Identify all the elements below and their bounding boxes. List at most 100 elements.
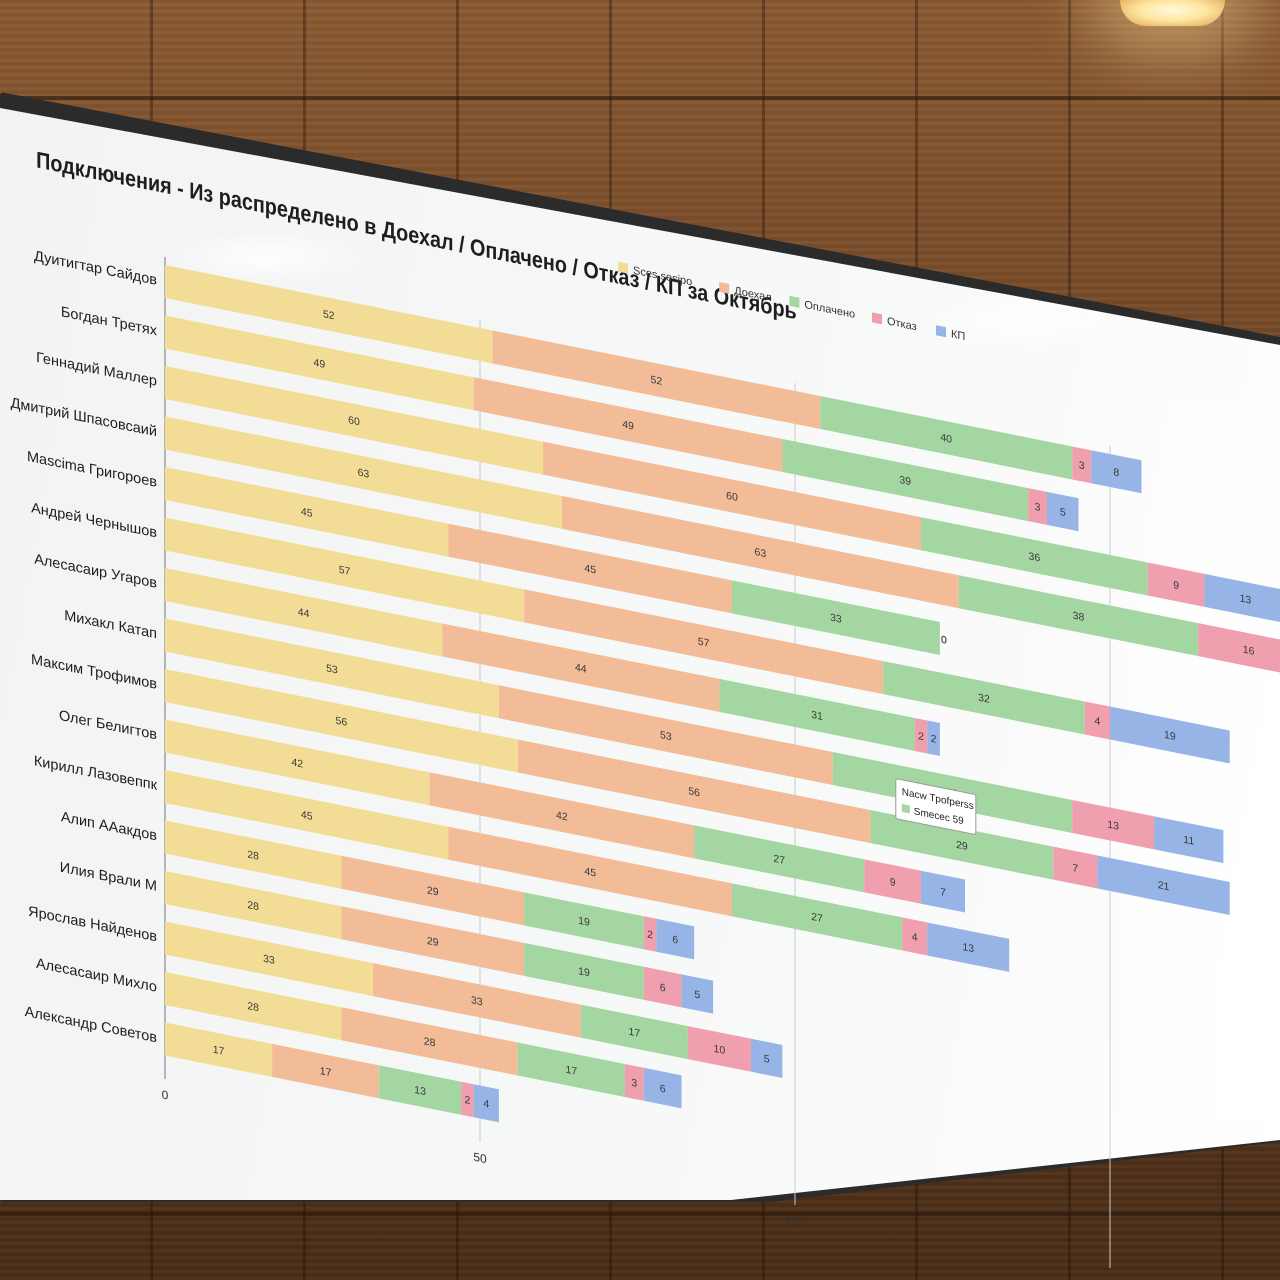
bar-value-label: 11 [1183, 834, 1194, 848]
bar-value-label: 49 [622, 419, 634, 433]
bar-segment [782, 438, 1029, 522]
bar-segment [927, 922, 1010, 972]
bar-segment [902, 917, 928, 956]
bar-value-label: 17 [629, 1026, 641, 1040]
chart-x-ticks: 0 50 100 150 [162, 1087, 1121, 1280]
legend-swatch [936, 325, 946, 338]
bar-value-label: 36 [1029, 550, 1041, 564]
bar-segment [517, 1042, 625, 1097]
bar-value-label: 33 [830, 612, 842, 626]
chart-category-labels: Дуитигтар Сайдов Богдан Третях Геннадий Ма… [11, 248, 158, 1046]
bar-value-label: 29 [427, 884, 439, 898]
bar-value-label: 3 [1035, 501, 1041, 514]
bar-segment [643, 966, 682, 1008]
bar-segment [927, 720, 940, 756]
bar-segment [165, 366, 543, 475]
bar-segment [473, 1084, 499, 1123]
bar-segment [473, 377, 783, 472]
bar-value-label: 52 [323, 308, 335, 322]
bar-value-label: 42 [291, 756, 303, 770]
category-label: Кирилл Лазовеппк [34, 753, 158, 794]
bar-value-label: 44 [575, 662, 587, 676]
bar-value-label: 33 [471, 994, 483, 1008]
category-label: Олег Белигтов [59, 708, 157, 743]
bar-value-label: 39 [899, 474, 911, 488]
wood-seam-bottom [0, 1212, 1280, 1216]
bar-value-label: 29 [427, 935, 439, 949]
bar-value-label: 29 [956, 839, 968, 853]
bar-segment [492, 330, 821, 430]
tooltip-swatch [901, 803, 910, 814]
bar-segment [165, 568, 443, 657]
bar-segment [1047, 491, 1079, 532]
bar-value-label: 0 [941, 634, 947, 647]
bar-segment [643, 1067, 682, 1109]
category-label: Максим Трофимов [31, 652, 157, 693]
bar-value-label: 4 [1094, 715, 1100, 728]
bar-segment [1198, 623, 1280, 677]
bar-segment [429, 772, 695, 859]
bar-value-label: 3 [631, 1077, 637, 1090]
bar-segment [687, 1026, 751, 1072]
category-label: Илия Врали М [60, 860, 157, 895]
category-label: Дмитрий Шпасовсаий [11, 395, 157, 440]
bar-value-label: 45 [584, 865, 596, 879]
bar-value-label: 28 [247, 1000, 259, 1014]
legend-label: Отказ [887, 315, 917, 333]
bar-segment [165, 618, 499, 719]
bar-value-label: 6 [672, 934, 678, 947]
bar-value-label: 4 [912, 931, 918, 944]
bar-value-label: 33 [263, 953, 275, 967]
bar-value-label: 2 [931, 733, 937, 746]
bar-segment [656, 918, 695, 960]
x-tick-label: 50 [473, 1150, 487, 1167]
bar-value-label: 19 [1164, 729, 1176, 743]
bar-segment [1072, 446, 1092, 484]
bar-segment [681, 974, 714, 1014]
bar-value-label: 5 [1060, 506, 1066, 519]
bar-segment [624, 1063, 644, 1101]
bar-segment [732, 580, 940, 655]
window-reflection [1080, 400, 1280, 1120]
x-tick-label: 150 [1100, 1275, 1120, 1280]
bar-segment [719, 678, 915, 751]
bar-value-label: 17 [566, 1064, 578, 1078]
bar-value-label: 49 [314, 357, 326, 371]
bar-value-label: 45 [584, 562, 596, 576]
bar-value-label: 56 [336, 715, 348, 729]
bar-segment [914, 717, 928, 754]
bar-segment [165, 770, 449, 860]
bar-value-label: 9 [1173, 579, 1179, 592]
bar-value-label: 17 [213, 1044, 225, 1058]
bar-segment [1097, 855, 1230, 915]
bar-segment [165, 871, 342, 940]
bar-value-label: 13 [1107, 819, 1119, 833]
bar-value-label: 7 [1072, 862, 1078, 875]
bar-value-label: 10 [714, 1043, 726, 1057]
bar-segment [165, 315, 474, 411]
bar-value-label: 53 [326, 662, 338, 676]
bar-value-label: 31 [811, 709, 823, 723]
ceiling-lamp [1120, 0, 1225, 26]
bar-value-label: 21 [1158, 879, 1170, 893]
bar-value-label: 32 [978, 692, 990, 706]
category-label: Алесасаир Уrаров [34, 551, 157, 591]
bar-segment [1147, 562, 1205, 607]
bar-value-label: 60 [726, 490, 738, 504]
bar-value-label: 57 [698, 636, 710, 650]
bar-segment [165, 517, 525, 623]
category-label: Михакл Катап [64, 608, 157, 642]
bar-segment [1110, 706, 1230, 764]
legend-label: Оплачено [804, 299, 855, 321]
category-label: Алесасаир Михло [36, 956, 157, 996]
x-tick-label: 0 [162, 1087, 169, 1102]
bar-value-label: 8 [1113, 466, 1119, 479]
bar-segment [1091, 450, 1142, 494]
bar-value-label: 5 [694, 988, 700, 1001]
chart-bars: 5252403849493935606036913636338165454533… [165, 265, 1280, 1123]
bar-segment [958, 575, 1199, 657]
bar-value-label: 40 [940, 432, 952, 446]
bar-segment [921, 517, 1148, 596]
